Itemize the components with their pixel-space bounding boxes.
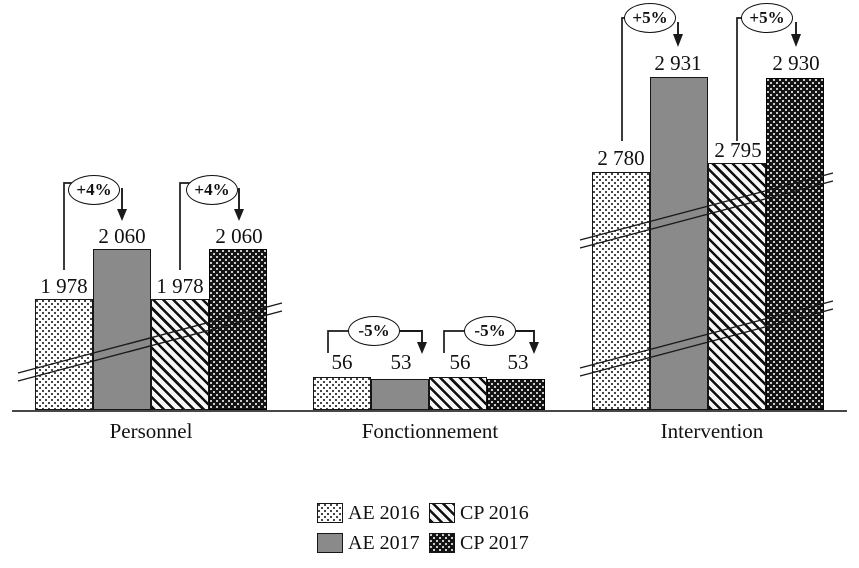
legend-label: CP 2017: [460, 532, 529, 554]
delta-badge-personnel-ae: +4%: [68, 175, 120, 205]
legend-swatch-diagonal-hatch: [429, 503, 455, 523]
legend-item-cp-2017: CP 2017: [429, 533, 541, 553]
category-label-fonctionnement: Fonctionnement: [361, 419, 499, 443]
bar-personnel-ae2017: [93, 249, 151, 410]
delta-badge-fonctionnement-cp: -5%: [464, 316, 516, 346]
bar-fonctionnement-ae2017: [371, 379, 429, 410]
legend-swatch-solid-gray: [317, 533, 343, 553]
bar-fonctionnement-cp2017: [487, 379, 545, 410]
value-label: 2 930: [772, 51, 820, 75]
delta-badge-intervention-cp: +5%: [741, 3, 793, 33]
bar-personnel-ae2016: [35, 299, 93, 410]
legend-swatch-light-dots: [317, 503, 343, 523]
legend: AE 2016 CP 2016 AE 2017 CP 2017: [317, 503, 541, 553]
category-label-personnel: Personnel: [109, 419, 193, 443]
delta-badge-intervention-ae: +5%: [624, 3, 676, 33]
value-label: 2 060: [98, 224, 146, 248]
value-label: 2 931: [654, 51, 702, 75]
down-arrow-head: [791, 34, 801, 47]
value-label: 1 978: [156, 274, 204, 298]
legend-label: AE 2017: [348, 532, 420, 554]
axis-break-intervention-upper: [579, 172, 834, 249]
down-arrow-head: [234, 209, 244, 221]
legend-label: CP 2016: [460, 502, 529, 524]
annotation-arrows: [117, 22, 801, 354]
bar-personnel-cp2017: [209, 249, 267, 410]
down-arrow-line: [516, 330, 535, 344]
category-label-intervention: Intervention: [660, 419, 764, 443]
legend-item-cp-2016: CP 2016: [429, 503, 541, 523]
bracket-intervention-cp: [736, 17, 767, 141]
down-arrow-head: [673, 34, 683, 47]
value-label: 2 780: [597, 146, 645, 170]
value-label: 53: [507, 350, 529, 374]
bar-personnel-cp2016: [151, 299, 209, 410]
bracket-intervention-ae: [621, 17, 650, 141]
value-label: 1 978: [40, 274, 88, 298]
axis-break-marks: [17, 172, 834, 382]
delta-badge-fonctionnement-ae: -5%: [348, 316, 400, 346]
bar-intervention-cp2017: [766, 78, 824, 410]
bar-fonctionnement-ae2016: [313, 377, 371, 410]
value-label: 56: [331, 350, 353, 374]
legend-label: AE 2016: [348, 502, 420, 524]
down-arrow-head: [117, 209, 127, 221]
legend-item-ae-2017: AE 2017: [317, 533, 429, 553]
delta-badge-personnel-cp: +4%: [186, 175, 238, 205]
bar-fonctionnement-cp2016: [429, 377, 487, 410]
value-label: 56: [449, 350, 471, 374]
value-label: 2 795: [714, 138, 762, 162]
value-label: 2 060: [215, 224, 263, 248]
axis-break-intervention-lower: [579, 300, 834, 377]
down-arrow-line: [400, 330, 423, 344]
value-label: 53: [390, 350, 412, 374]
legend-swatch-dark-dots: [429, 533, 455, 553]
axis-break-personnel: [17, 302, 283, 382]
down-arrow-head: [529, 342, 539, 354]
down-arrow-head: [417, 342, 427, 354]
x-axis-line: [12, 410, 847, 412]
legend-item-ae-2016: AE 2016: [317, 503, 429, 523]
